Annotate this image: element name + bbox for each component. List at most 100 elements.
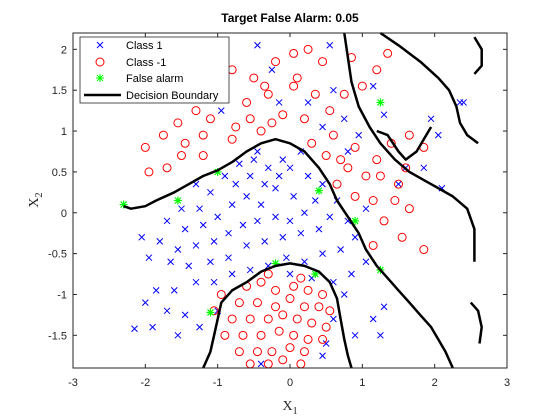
class-1-point	[369, 82, 377, 90]
class-1-point	[301, 209, 308, 217]
class-minus-1-point	[205, 114, 215, 124]
class-1-point	[254, 217, 261, 225]
class-1-point	[420, 164, 428, 172]
y-axis-label: X2	[27, 192, 45, 207]
false-alarm-point	[314, 186, 323, 195]
class-1-point	[207, 258, 214, 266]
class-1-point	[275, 172, 283, 180]
class-1-point	[131, 325, 138, 333]
class-1-point	[322, 340, 330, 347]
class-minus-1-point	[158, 130, 168, 140]
class-1-point	[272, 213, 279, 221]
class-1-point	[174, 331, 182, 339]
legend-label-decision-boundary: Decision Boundary	[126, 90, 219, 102]
legend-marker-x	[96, 41, 104, 49]
class-minus-1-point	[372, 155, 382, 165]
y-tick-label: -1.5	[48, 330, 67, 342]
class-1-point	[460, 99, 467, 106]
x-tick-label: 3	[504, 377, 510, 389]
y-tick-label: 2	[61, 44, 67, 56]
legend-entry-decision-boundary: Decision Boundary	[84, 90, 219, 102]
class-minus-1-point	[245, 314, 255, 324]
y-axis-label-main: X	[27, 197, 42, 207]
class-minus-1-point	[361, 171, 371, 181]
false-alarm-point	[376, 98, 385, 107]
x-tick-label: 0	[287, 377, 293, 389]
class-1-point	[319, 180, 326, 188]
class-minus-1-point	[307, 318, 317, 328]
class-minus-1-point	[318, 289, 328, 299]
y-tick-label: -1	[57, 289, 67, 301]
legend-label-class-1: Class 1	[126, 40, 163, 52]
class-minus-1-point	[285, 294, 295, 304]
class-1-point	[290, 193, 297, 200]
class-minus-1-point	[321, 151, 331, 161]
class-minus-1-point	[296, 359, 306, 369]
class-1-point	[380, 111, 388, 119]
y-tick-label: 1	[61, 126, 67, 138]
class-minus-1-point	[289, 48, 299, 58]
class-1-point	[261, 180, 269, 188]
class-minus-1-point	[256, 330, 266, 340]
class-minus-1-point	[390, 196, 400, 205]
class-minus-1-point	[162, 163, 172, 173]
class-1-point	[377, 331, 384, 339]
class-minus-1-point	[299, 302, 309, 312]
class-minus-1-point	[332, 179, 342, 189]
class-1-point	[254, 148, 261, 155]
class-minus-1-point	[325, 306, 335, 316]
class-minus-1-point	[372, 65, 382, 75]
class-minus-1-point	[249, 73, 259, 83]
class-1-point	[149, 323, 156, 331]
class-1-point	[279, 156, 287, 163]
chart-title: Target False Alarm: 0.05	[221, 11, 359, 25]
class-1-point	[434, 131, 442, 139]
class-1-point	[257, 360, 265, 368]
class-1-point	[138, 233, 146, 241]
decision-boundary-segment	[123, 137, 454, 369]
legend-marker-star	[96, 74, 104, 82]
x-tick-label: 2	[432, 377, 438, 389]
class-1-point	[243, 242, 250, 249]
class-minus-1-point	[140, 142, 150, 152]
class-1-point	[340, 291, 348, 298]
class-1-point	[326, 41, 334, 49]
class-1-point	[199, 221, 207, 229]
class-1-point	[163, 307, 171, 315]
legend-label-class-minus-1: Class -1	[126, 57, 166, 69]
y-tick-label: 0.5	[52, 167, 67, 179]
class-minus-1-point	[292, 73, 302, 83]
class-minus-1-point	[299, 114, 309, 124]
class-minus-1-point	[278, 110, 288, 120]
class-1-point	[326, 213, 334, 221]
class-1-point	[304, 172, 312, 180]
class-1-point	[319, 250, 326, 257]
class-1-point	[207, 188, 214, 196]
class-minus-1-point	[252, 347, 262, 357]
class-1-point	[348, 270, 355, 278]
class-1-point	[286, 217, 294, 225]
class-minus-1-point	[296, 273, 306, 283]
class-minus-1-point	[383, 48, 393, 58]
class-1-point	[174, 246, 182, 253]
x-tick-label: -3	[68, 377, 78, 389]
class-minus-1-point	[289, 81, 299, 91]
class-1-point	[330, 315, 337, 323]
class-minus-1-point	[357, 81, 367, 91]
legend-entry-class-1: Class 1	[96, 40, 163, 52]
class-minus-1-point	[191, 106, 201, 116]
class-minus-1-point	[314, 302, 324, 312]
class-minus-1-point	[252, 298, 262, 308]
class-1-point	[395, 180, 402, 188]
class-1-point	[380, 303, 388, 311]
y-tick-label: 0	[61, 208, 67, 220]
class-1-point	[228, 270, 236, 278]
decision-boundary-segment	[473, 36, 483, 75]
class-minus-1-point	[216, 289, 226, 299]
class-1-point	[283, 254, 290, 262]
class-1-point	[275, 99, 283, 106]
class-1-point	[286, 164, 294, 172]
class-minus-1-point	[231, 122, 241, 132]
class-minus-1-point	[278, 355, 288, 365]
